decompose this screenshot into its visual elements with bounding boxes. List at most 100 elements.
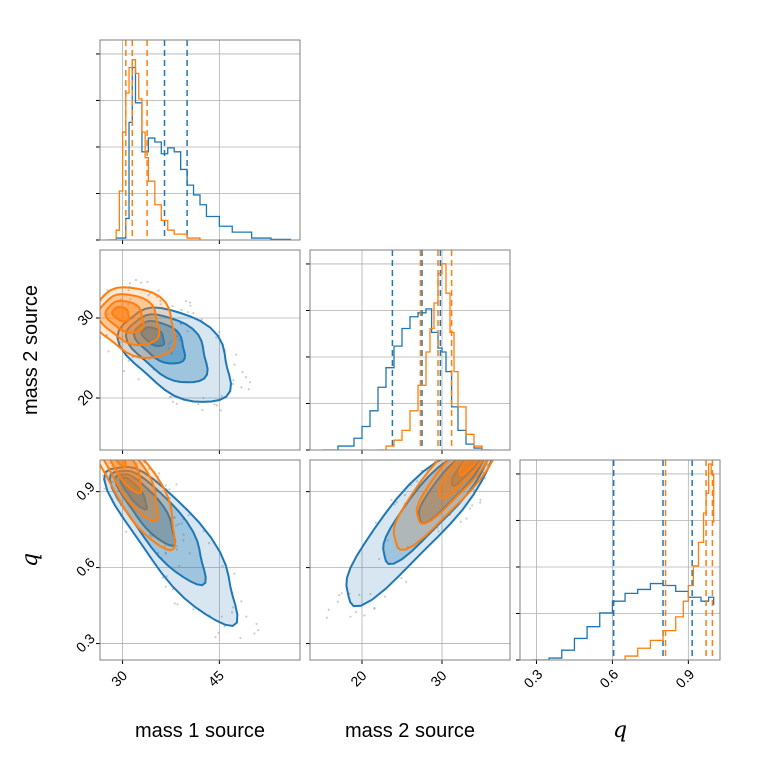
hist-mass2-panel: [306, 249, 511, 454]
scatter-m2_q-series-1-contour-3: [458, 460, 479, 477]
scatter-m1_m2-sample-point: [171, 305, 174, 308]
scatter-m1_m2-sample-point: [168, 395, 172, 399]
scatter-m2_q-sample-point: [468, 507, 472, 510]
scatter-m2_q-sample-point: [363, 614, 366, 617]
scatter-m1_m2-sample-point: [171, 400, 174, 403]
scatter-m1_m2-sample-point: [147, 294, 150, 297]
scatter-m1_m2-sample-point: [175, 402, 178, 405]
scatter-m1_m2-sample-point: [167, 346, 171, 350]
scatter-m1_m2-sample-point: [122, 369, 126, 373]
scatter-m1_m2-sample-point: [241, 371, 244, 374]
hist-mass2-panel-content: [310, 250, 510, 450]
scatter-m1_q-sample-point: [165, 575, 168, 578]
scatter-m1_m2-sample-point: [218, 330, 221, 334]
scatter-m2_q-sample-point: [340, 592, 343, 595]
scatter-m1_m2-sample-point: [137, 378, 140, 381]
scatter-m1_q-sample-point: [207, 542, 211, 545]
scatter-m1_q-sample-point: [255, 622, 258, 626]
scatter-m1_m2-sample-point: [169, 340, 173, 343]
scatter-m1_m2-sample-point: [186, 311, 190, 314]
scatter-m2_q-series-1-contour-0: [392, 460, 495, 551]
scatter-m1_q-sample-point: [175, 483, 178, 486]
xlabel-q: q: [613, 718, 627, 743]
scatter-m1_m2-sample-point: [146, 280, 149, 283]
scatter-m2_q-sample-point: [416, 480, 419, 483]
xlabel-mass-1: mass 1 source: [135, 720, 265, 742]
scatter-m1_m2-sample-point: [244, 376, 247, 379]
scatter-m1_m2-sample-point: [240, 386, 243, 389]
scatter-m2_q-panel: 20 30: [306, 459, 511, 690]
scatter-m2_q-sample-point: [349, 615, 352, 618]
scatter-m2_q-sample-point: [459, 520, 462, 523]
scatter-m1_m2-sample-point: [128, 282, 131, 285]
scatter-m1_q-sample-point: [176, 603, 179, 606]
scatter-m2_q-sample-point: [404, 580, 408, 583]
scatter-m2_q-sample-point: [393, 503, 396, 506]
scatter-m1_m2-sample-point: [202, 396, 205, 400]
scatter-m2_q-series-1-contour-2: [437, 460, 484, 500]
scatter-m1_m2-sample-point: [235, 353, 238, 356]
scatter-m1_q-sample-point: [182, 539, 185, 542]
scatter-m1_m2-sample-point: [159, 303, 162, 306]
scatter-m1_q-frame: [99, 459, 301, 661]
scatter-m1_q-sample-point: [187, 514, 190, 517]
scatter-m1_m2-series-1-contour-1: [100, 293, 161, 347]
scatter-m1_q-sample-point: [231, 606, 235, 609]
scatter-m1_q-sample-point: [188, 552, 191, 555]
scatter-m1_m2-sample-point: [180, 308, 183, 311]
scatter-m2_q-sample-point: [465, 517, 468, 520]
scatter-m2_q-sample-point: [336, 600, 339, 603]
scatter-m1_m2-panel-content: [100, 250, 300, 450]
scatter-m1_q-sample-point: [240, 600, 243, 603]
scatter-m1_q-sample-point: [102, 474, 105, 477]
scatter-m2_q-sample-point: [472, 489, 475, 492]
scatter-m1_m2-sample-point: [247, 388, 250, 391]
scatter-m1_m2-sample-point: [119, 341, 122, 344]
scatter-m1_q-sample-point: [253, 632, 256, 635]
scatter-m1_m2-sample-point: [157, 289, 160, 292]
scatter-m1_m2-sample-point: [106, 288, 109, 292]
scatter-m1_q-sample-point: [217, 631, 220, 634]
scatter-m1_q-sample-point: [174, 524, 178, 527]
scatter-m1_q-sample-point: [111, 480, 114, 483]
scatter-m1_m2-sample-point: [175, 335, 179, 338]
scatter-m1_q-panel-content: [100, 460, 300, 660]
scatter-m1_m2-sample-point: [134, 278, 138, 282]
scatter-m2_q-sample-point: [403, 494, 406, 497]
scatter-m2_q-sample-point: [325, 616, 328, 619]
scatter-m1_m2-sample-point: [127, 302, 130, 306]
scatter-m1_m2-sample-point: [197, 402, 200, 406]
scatter-m1_q-sample-point: [125, 530, 128, 533]
scatter-m1_m2-sample-point: [170, 352, 173, 355]
scatter-m1_q-sample-point: [223, 625, 226, 628]
scatter-m1_m2-sample-point: [215, 404, 218, 407]
hist-mass1-panel-content: [100, 40, 300, 240]
scatter-m1_m2-sample-point: [189, 304, 192, 307]
scatter-m1_q-panel: 30 450.30.60.9: [73, 459, 301, 690]
scatter-m2_q-sample-point: [479, 498, 482, 502]
scatter-m1_q-series-1-contour-2: [109, 460, 143, 495]
scatter-m1_q-sample-point: [168, 488, 171, 491]
scatter-m1_m2-sample-point: [178, 338, 181, 342]
scatter-m1_m2-sample-point: [106, 313, 110, 316]
scatter-m1_q-sample-point: [220, 615, 223, 618]
scatter-m1_q-series-1-contour-0: [100, 460, 177, 552]
scatter-m1_m2-sample-point: [213, 403, 216, 406]
scatter-m1_q-series-1-contour-1: [102, 460, 159, 523]
hist-q-panel-content: [520, 460, 720, 660]
scatter-m2_q-sample-point: [383, 595, 387, 598]
scatter-m1_q-sample-point: [180, 522, 183, 525]
scatter-m1_q-sample-point: [172, 516, 176, 519]
scatter-m2_q-sample-point: [483, 477, 487, 480]
scatter-m1_q-sample-point: [163, 544, 166, 548]
scatter-m1_q-sample-point: [175, 548, 178, 551]
scatter-m1_q-sample-point: [214, 635, 217, 639]
scatter-m1_q-sample-point: [173, 602, 176, 605]
scatter-m1_m2-sample-point: [232, 379, 235, 382]
scatter-m1_q-sample-point: [221, 564, 224, 568]
scatter-m2_q-frame: [309, 459, 511, 661]
xlabel-mass-2: mass 2 source: [345, 720, 475, 742]
scatter-m1_q-sample-point: [175, 545, 178, 548]
scatter-m1_m2-frame: [99, 249, 301, 451]
